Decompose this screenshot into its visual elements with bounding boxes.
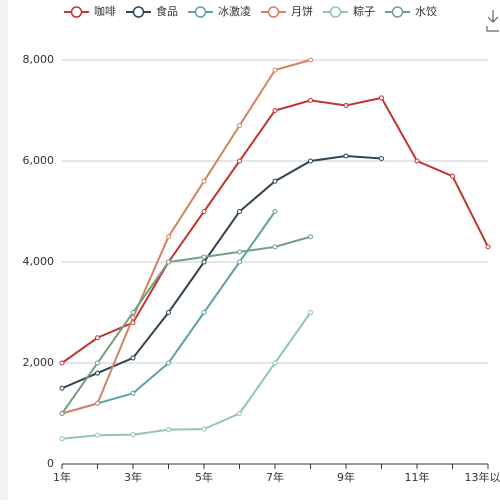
data-point: [96, 401, 100, 405]
data-point: [238, 159, 242, 163]
data-point: [238, 260, 242, 264]
data-point: [167, 428, 171, 432]
legend-label: 咖啡: [94, 4, 116, 18]
data-point: [202, 255, 206, 259]
data-point: [309, 311, 313, 315]
data-point: [167, 260, 171, 264]
data-point: [202, 210, 206, 214]
series-line: [62, 237, 311, 414]
data-point: [273, 210, 277, 214]
legend-label: 水饺: [415, 4, 437, 18]
data-point: [238, 124, 242, 128]
legend-item: 月饼: [261, 4, 313, 18]
data-point: [238, 210, 242, 214]
legend-marker: [331, 7, 341, 17]
download-icon[interactable]: [487, 10, 499, 31]
data-point: [273, 361, 277, 365]
data-point: [309, 235, 313, 239]
data-point: [309, 159, 313, 163]
data-point: [486, 245, 490, 249]
download-glyph: [487, 10, 499, 31]
data-point: [131, 311, 135, 315]
data-point: [273, 68, 277, 72]
y-tick-label: 2,000: [23, 356, 55, 369]
data-point: [309, 98, 313, 102]
side-strip: [0, 0, 8, 500]
data-point: [60, 437, 64, 441]
legend-item: 水饺: [385, 4, 437, 18]
data-point: [60, 361, 64, 365]
legend-item: 食品: [126, 4, 178, 18]
data-point: [380, 156, 384, 160]
x-tick-label: 3年: [124, 470, 142, 484]
legend-item: 粽子: [323, 4, 375, 18]
x-tick-label: 1年: [53, 470, 71, 484]
x-tick-label: 13年以上: [465, 470, 500, 484]
legend-marker: [196, 7, 206, 17]
data-point: [131, 433, 135, 437]
data-point: [96, 433, 100, 437]
legend-marker: [393, 7, 403, 17]
y-tick-label: 8,000: [23, 53, 55, 66]
data-point: [96, 361, 100, 365]
data-point: [96, 371, 100, 375]
legend-marker: [269, 7, 279, 17]
data-point: [273, 109, 277, 113]
data-point: [238, 412, 242, 416]
x-tick-label: 5年: [195, 470, 213, 484]
data-point: [415, 159, 419, 163]
data-point: [202, 311, 206, 315]
legend-item: 冰激凌: [188, 4, 251, 18]
data-point: [131, 391, 135, 395]
data-point: [380, 96, 384, 100]
legend-item: 咖啡: [64, 4, 116, 18]
data-point: [167, 311, 171, 315]
data-point: [344, 103, 348, 107]
legend-label: 粽子: [353, 4, 375, 18]
legend-label: 冰激凌: [218, 4, 251, 18]
data-point: [167, 235, 171, 239]
series-line: [62, 313, 311, 439]
data-point: [309, 58, 313, 62]
data-point: [202, 260, 206, 264]
data-point: [451, 174, 455, 178]
data-point: [96, 336, 100, 340]
data-point: [273, 179, 277, 183]
y-tick-label: 0: [47, 457, 54, 470]
legend-marker: [134, 7, 144, 17]
data-point: [167, 361, 171, 365]
data-point: [131, 356, 135, 360]
data-point: [344, 154, 348, 158]
data-point: [60, 386, 64, 390]
legend-label: 食品: [156, 4, 178, 18]
y-tick-label: 4,000: [23, 255, 55, 268]
data-point: [60, 412, 64, 416]
x-tick-label: 7年: [266, 470, 284, 484]
x-tick-label: 9年: [337, 470, 355, 484]
legend-label: 月饼: [291, 4, 313, 18]
series-line: [62, 156, 382, 388]
data-point: [238, 250, 242, 254]
data-point: [273, 245, 277, 249]
x-tick-label: 11年: [405, 470, 430, 484]
y-tick-label: 6,000: [23, 154, 55, 167]
data-point: [202, 427, 206, 431]
data-point: [202, 179, 206, 183]
legend-marker: [72, 7, 82, 17]
